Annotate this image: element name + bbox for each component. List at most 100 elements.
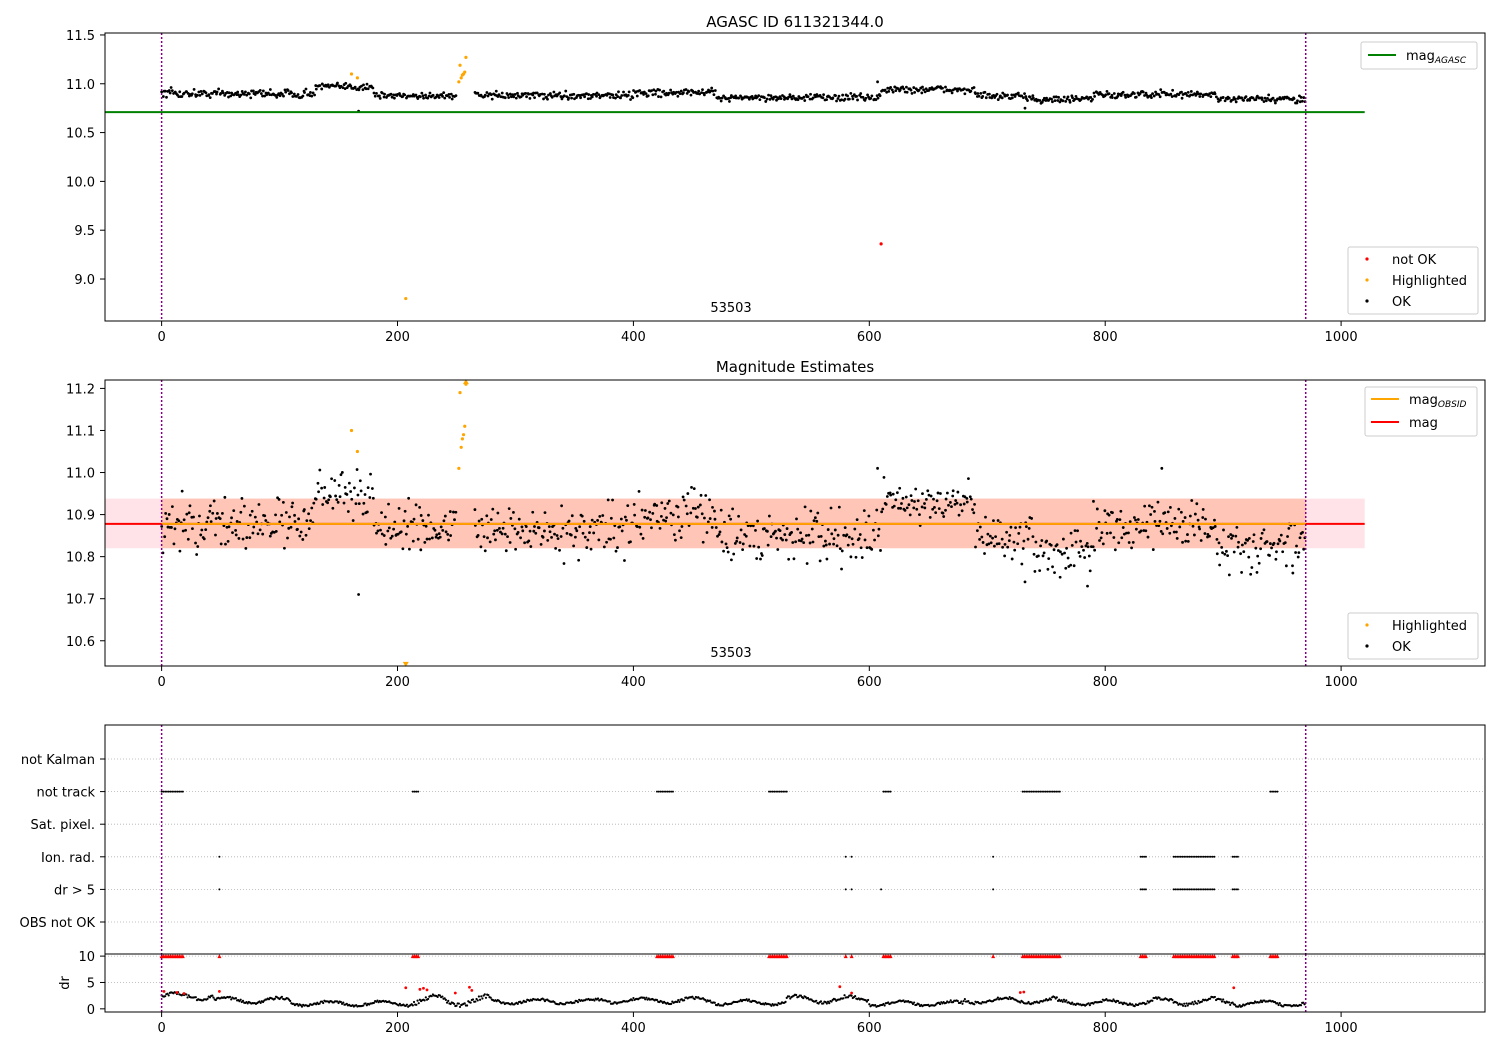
ok-point: [1268, 542, 1272, 545]
ok-point: [184, 528, 187, 532]
flag-point: [1233, 888, 1236, 891]
ok-point: [1031, 96, 1035, 100]
ok-point: [941, 511, 945, 515]
x-tick-label: 200: [385, 675, 410, 690]
dr-point: [1240, 1004, 1244, 1008]
ok-point: [1265, 540, 1269, 543]
flag-point: [850, 855, 853, 858]
dr-point: [745, 998, 748, 1001]
flag-point: [884, 790, 887, 793]
ok-point: [842, 533, 846, 537]
ok-point: [1246, 538, 1249, 542]
dr-point: [1278, 1002, 1281, 1005]
ok-point: [690, 485, 693, 489]
ok-point: [754, 528, 757, 532]
ok-point: [778, 529, 782, 533]
ok-point: [821, 96, 825, 100]
ok-point: [303, 91, 306, 94]
ok-point: [1104, 93, 1108, 97]
ok-point: [1107, 92, 1111, 96]
ok-point: [1298, 100, 1302, 104]
dr-point: [502, 1001, 505, 1004]
ok-point: [181, 529, 185, 533]
ok-point: [548, 530, 552, 534]
ok-point: [1073, 529, 1077, 532]
ok-point: [207, 93, 211, 97]
dr-point: [447, 999, 450, 1002]
ok-point: [357, 502, 361, 506]
ok-point: [1234, 534, 1238, 538]
ok-point: [301, 94, 305, 98]
ok-point: [822, 544, 826, 548]
ok-point: [1143, 504, 1147, 508]
dr-red-point: [404, 986, 408, 990]
ok-point: [807, 533, 811, 537]
dr-point: [187, 994, 190, 997]
ok-point: [1189, 93, 1193, 97]
dr-point: [1196, 1002, 1199, 1005]
ok-point: [1158, 95, 1162, 99]
ok-point: [543, 529, 546, 533]
dr-point: [436, 995, 439, 999]
ok-point: [264, 519, 268, 522]
ok-point: [1101, 542, 1105, 546]
flag-point: [160, 790, 163, 793]
dr-point: [164, 995, 167, 998]
ok-point: [885, 495, 889, 498]
ok-point: [496, 511, 500, 515]
ok-point: [1298, 536, 1302, 540]
ok-point: [729, 96, 733, 100]
ok-point: [609, 516, 613, 520]
ok-point: [837, 94, 841, 98]
ok-point: [648, 510, 652, 514]
ok-point: [1127, 541, 1131, 544]
panel-2-legend-upper: magOBSID mag: [1364, 386, 1478, 437]
ok-point: [525, 95, 528, 99]
ok-point: [1281, 550, 1285, 554]
ok-point: [972, 511, 976, 515]
ok-point: [1066, 95, 1070, 99]
ok-point: [765, 529, 769, 533]
flag-point: [1233, 855, 1236, 858]
ok-point: [669, 88, 673, 92]
dr-point: [1277, 1003, 1280, 1007]
ok-point: [666, 502, 670, 505]
ok-point: [1247, 537, 1251, 540]
ok-point: [333, 479, 337, 482]
ok-point: [1110, 93, 1114, 97]
ok-point: [1286, 535, 1289, 538]
ok-point: [1260, 531, 1264, 535]
ok-point: [838, 547, 842, 550]
ok-point: [1045, 539, 1049, 543]
dr-point: [553, 1001, 556, 1004]
y-tick-label: 9.5: [74, 224, 95, 239]
ok-point: [1042, 96, 1046, 100]
ok-point: [731, 507, 735, 511]
ok-point: [588, 525, 592, 528]
flag-point: [1211, 855, 1214, 858]
ok-point: [211, 511, 215, 515]
ok-point: [199, 89, 203, 93]
ok-point: [791, 541, 795, 544]
ok-point: [437, 96, 441, 99]
flag-point: [181, 790, 184, 793]
ok-point: [914, 487, 918, 491]
ok-point: [944, 508, 947, 512]
dr-point: [445, 1001, 449, 1004]
dr-point: [962, 999, 965, 1003]
flag-point: [1199, 888, 1202, 891]
dr-point: [228, 995, 232, 998]
ok-point: [909, 494, 913, 498]
ok-point: [351, 519, 355, 522]
ok-point: [654, 89, 658, 93]
dr-point: [362, 1004, 365, 1007]
flag-point: [1188, 888, 1191, 891]
flag-point: [1200, 855, 1203, 858]
flag-point: [1176, 855, 1179, 858]
ok-point: [681, 495, 685, 499]
ok-point: [383, 92, 386, 96]
ok-point: [942, 90, 946, 94]
dr-capped-marker: [888, 954, 893, 959]
flag-point: [1272, 790, 1275, 793]
